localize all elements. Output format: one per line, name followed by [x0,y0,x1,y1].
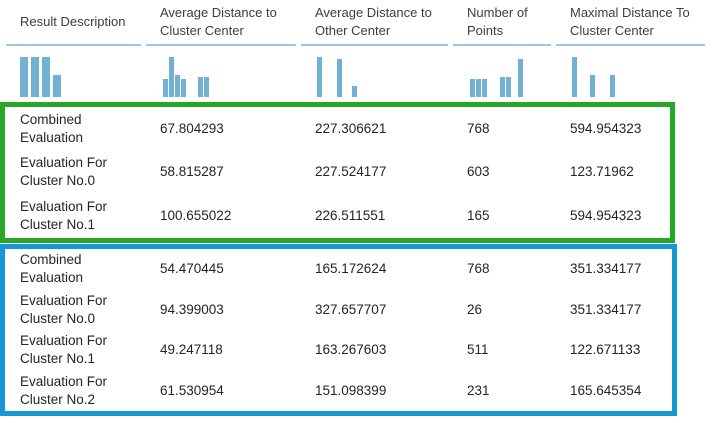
column-header-maximal-distance[interactable]: Maximal Distance To Cluster Center [556,0,705,46]
avg-distance-cluster-cell: 94.399003 [160,301,224,317]
number-of-points-cell: 511 [467,342,489,358]
avg-distance-cluster-cell: 67.804293 [160,120,224,136]
table-row: Evaluation For Cluster No.1 100.655022 2… [5,194,670,238]
column-header-avg-distance-cluster-center[interactable]: Average Distance to Cluster Center [146,0,296,46]
histogram-bar [590,75,595,97]
histogram-bar [204,77,209,97]
result-description-cell: Evaluation For Cluster No.2 [20,371,160,412]
histogram-thumbnail-avg-distance-cluster-center[interactable] [160,46,315,100]
avg-distance-other-cell: 165.172624 [315,261,387,277]
histogram-thumbnail-result-description[interactable] [20,46,160,100]
maximal-distance-cell: 123.71962 [570,164,634,180]
maximal-distance-cell: 351.334177 [570,261,642,277]
maximal-distance-cell: 122.671133 [570,342,641,358]
table-row: Evaluation For Cluster No.0 94.399003 32… [5,290,672,331]
result-description-cell: Combined Evaluation [20,249,160,290]
histogram-bar [352,86,357,97]
number-of-points-cell: 231 [467,382,490,398]
histogram-bar [470,79,475,97]
number-of-points-cell: 165 [467,208,490,224]
histogram-bar [53,75,61,97]
maximal-distance-cell: 594.954323 [570,120,642,136]
blue-highlight-box: Combined Evaluation 54.470445 165.172624… [0,244,677,416]
column-header-number-of-points[interactable]: Number of Points [453,0,551,46]
number-of-points-cell: 768 [467,261,490,277]
histogram-thumbnail-maximal-distance[interactable] [570,46,710,100]
avg-distance-other-cell: 163.267603 [315,342,387,358]
table-header: Result Description Average Distance to C… [6,0,710,46]
histogram-bar [198,77,203,97]
histogram-bar [572,57,577,97]
histogram-row [20,46,710,100]
avg-distance-cluster-cell: 54.470445 [160,261,224,277]
column-header-result-description[interactable]: Result Description [6,0,141,46]
cell-text: Combined Evaluation [20,252,84,286]
green-highlight-box: Combined Evaluation 67.804293 227.306621… [0,102,675,243]
cell-text: Evaluation For Cluster No.0 [20,292,108,326]
table-row: Evaluation For Cluster No.1 49.247118 16… [5,330,672,371]
histogram-bar [337,59,342,97]
avg-distance-other-cell: 227.306621 [315,120,387,136]
number-of-points-cell: 603 [467,164,490,180]
histogram-bar [42,57,50,97]
cell-text: Evaluation For Cluster No.1 [20,333,108,367]
histogram-bar [610,75,615,97]
column-header-avg-distance-other-center[interactable]: Average Distance to Other Center [301,0,448,46]
histogram-bar [163,79,168,97]
histogram-bar [20,57,28,97]
avg-distance-other-cell: 226.511551 [315,208,386,224]
result-description-cell: Evaluation For Cluster No.0 [20,290,160,331]
histogram-thumbnail-number-of-points[interactable] [467,46,570,100]
histogram-bar [169,57,174,97]
result-description-cell: Evaluation For Cluster No.1 [20,330,160,371]
histogram-bar [506,77,511,97]
result-description-cell: Evaluation For Cluster No.1 [20,194,160,238]
avg-distance-other-cell: 327.657707 [315,301,387,317]
cell-text: Combined Evaluation [20,111,84,145]
avg-distance-other-cell: 227.524177 [315,164,387,180]
table-row: Evaluation For Cluster No.0 58.815287 22… [5,151,670,195]
avg-distance-cluster-cell: 58.815287 [160,164,224,180]
number-of-points-cell: 26 [467,301,483,317]
cell-text: Evaluation For Cluster No.2 [20,373,108,407]
histogram-bar [181,79,186,97]
maximal-distance-cell: 351.334177 [570,301,642,317]
histogram-bar [476,79,481,97]
cell-text: Evaluation For Cluster No.1 [20,198,108,233]
result-description-cell: Combined Evaluation [20,107,160,151]
table-row: Evaluation For Cluster No.2 61.530954 15… [5,371,672,412]
number-of-points-cell: 768 [467,120,490,136]
histogram-bar [500,77,505,97]
histogram-thumbnail-avg-distance-other-center[interactable] [315,46,467,100]
histogram-bar [482,79,487,97]
result-description-cell: Evaluation For Cluster No.0 [20,151,160,195]
maximal-distance-cell: 165.645354 [570,382,642,398]
histogram-bar [175,75,180,97]
table-row: Combined Evaluation 54.470445 165.172624… [5,249,672,290]
avg-distance-cluster-cell: 100.655022 [160,208,232,224]
histogram-bar [317,57,322,97]
histogram-bar [518,59,523,97]
avg-distance-cluster-cell: 49.247118 [160,342,223,358]
histogram-bar [31,57,39,97]
table-row: Combined Evaluation 67.804293 227.306621… [5,107,670,151]
avg-distance-cluster-cell: 61.530954 [160,382,224,398]
maximal-distance-cell: 594.954323 [570,208,642,224]
cell-text: Evaluation For Cluster No.0 [20,155,108,189]
avg-distance-other-cell: 151.098399 [315,382,387,398]
